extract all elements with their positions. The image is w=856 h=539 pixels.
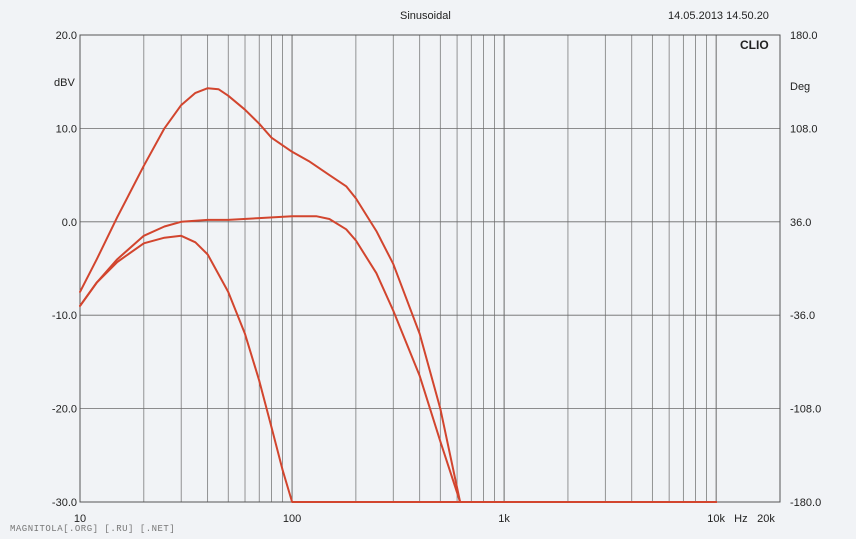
x-tick-label: 100	[283, 513, 301, 525]
grid	[79, 34, 781, 503]
curves	[79, 87, 718, 503]
y2-tick-label: 180.0	[790, 30, 818, 42]
y-tick-label: -10.0	[52, 310, 77, 322]
x-axis-ticks: 10 100 1k 10k 20k	[74, 513, 775, 525]
x-tick-label: 10	[74, 513, 86, 525]
y-axis-ticks: 20.0 10.0 0.0 -10.0 -20.0 -30.0	[52, 30, 77, 509]
y-axis-unit: dBV	[54, 77, 75, 89]
response-curve	[79, 215, 718, 503]
y2-tick-label: -36.0	[790, 310, 815, 322]
timestamp: 14.05.2013 14.50.20	[668, 10, 769, 22]
y-tick-label: -30.0	[52, 497, 77, 509]
x-tick-label: 1k	[498, 513, 510, 525]
watermark: MAGNITOLA[.ORG] [.RU] [.NET]	[10, 524, 176, 534]
y-tick-label: 10.0	[56, 123, 77, 135]
brand-label: CLIO	[740, 38, 769, 52]
response-curve	[79, 234, 718, 503]
x-axis-unit: Hz	[734, 513, 747, 525]
chart-title: Sinusoidal	[400, 10, 451, 22]
y2-axis-ticks: 180.0 108.0 36.0 -36.0 -108.0 -180.0	[790, 30, 821, 509]
y-tick-label: 0.0	[62, 217, 77, 229]
y-tick-label: 20.0	[56, 30, 77, 42]
y2-tick-label: 36.0	[790, 217, 811, 229]
x-tick-label: 10k	[707, 513, 725, 525]
y2-tick-label: -108.0	[790, 404, 821, 416]
x-tick-label: 20k	[757, 513, 775, 525]
response-curve	[79, 87, 718, 503]
plot-frame	[79, 34, 781, 503]
y2-tick-label: -180.0	[790, 497, 821, 509]
y2-tick-label: 108.0	[790, 123, 818, 135]
y2-axis-unit: Deg	[790, 81, 810, 93]
y-tick-label: -20.0	[52, 404, 77, 416]
